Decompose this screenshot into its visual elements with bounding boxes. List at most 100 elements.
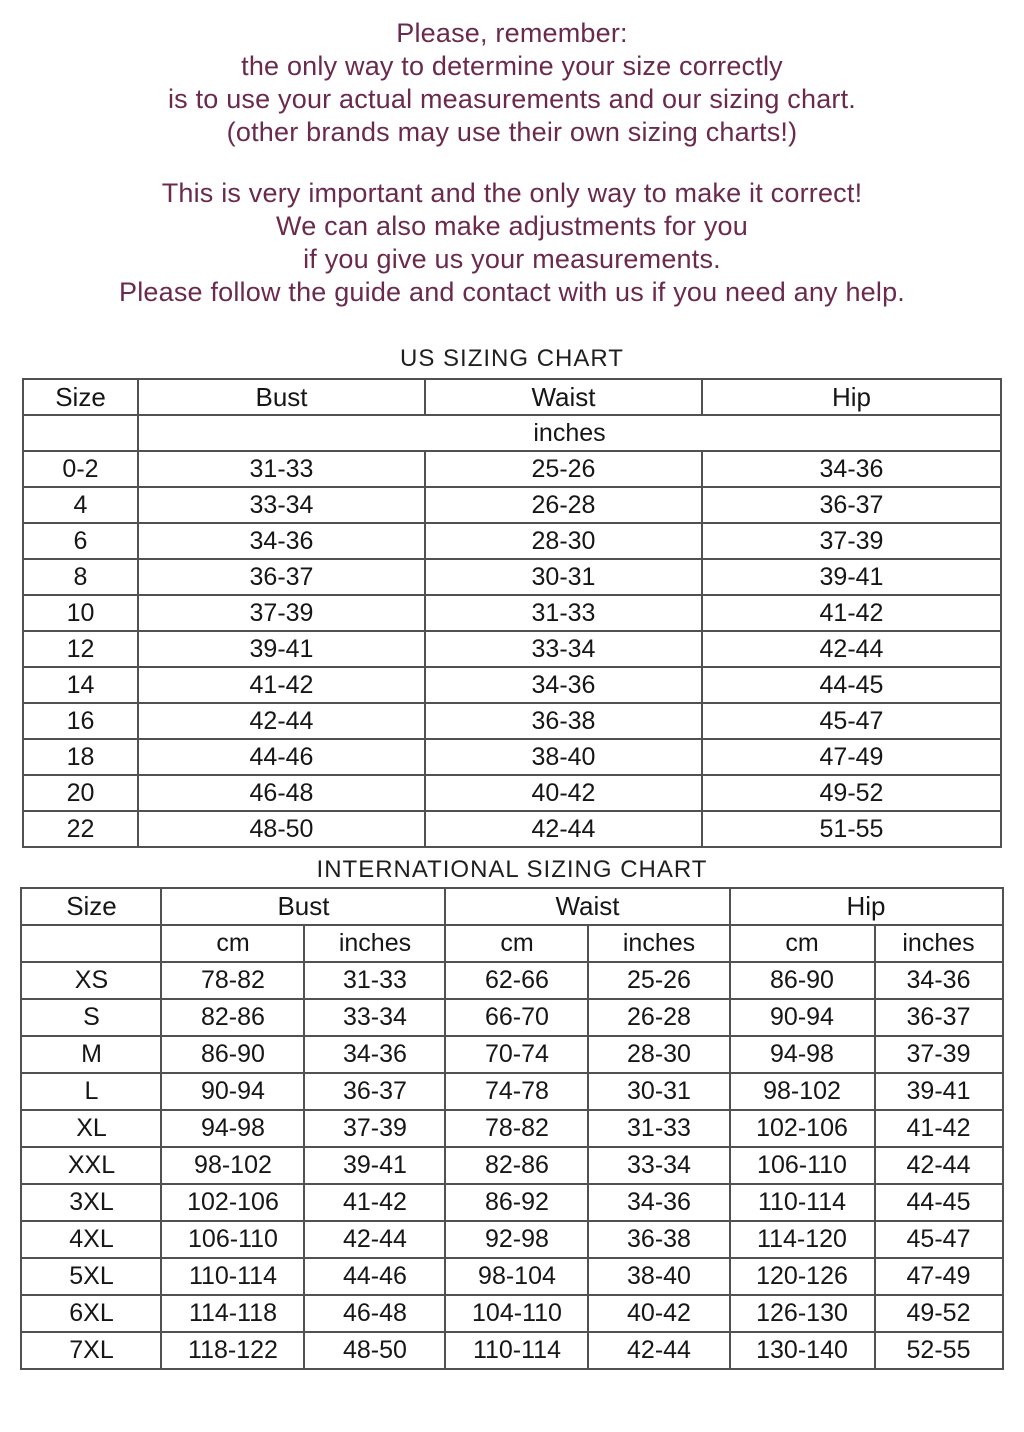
cell-bust: 41-42	[137, 666, 426, 704]
cell-size: S	[20, 998, 163, 1037]
intl-header-row: Size Bust Waist Hip	[20, 887, 1004, 926]
cell-hip_in: 49-52	[873, 1294, 1004, 1333]
intl-col-header-hip: Hip	[728, 887, 1004, 926]
us-col-header-bust: Bust	[137, 378, 426, 416]
cell-hip_in: 52-55	[873, 1331, 1004, 1370]
us-col-header-hip: Hip	[701, 378, 1002, 416]
cell-bust: 39-41	[137, 630, 426, 668]
cell-waist_in: 28-30	[587, 1035, 731, 1074]
cell-bust_in: 44-46	[303, 1257, 447, 1296]
us-unit-label: inches	[137, 414, 1002, 452]
cell-waist_in: 26-28	[587, 998, 731, 1037]
cell-waist_cm: 82-86	[444, 1146, 590, 1185]
cell-hip: 41-42	[701, 594, 1002, 632]
cell-size: 7XL	[20, 1331, 163, 1370]
cell-size: 12	[22, 630, 139, 668]
us-chart-title: US SIZING CHART	[400, 345, 624, 372]
cell-bust: 46-48	[137, 774, 426, 812]
us-col-header-size: Size	[22, 378, 139, 416]
cell-waist: 40-42	[424, 774, 703, 812]
cell-size: 22	[22, 810, 139, 848]
table-row: 3XL 102-106 41-42 86-92 34-36 110-114 44-45	[20, 1183, 1004, 1222]
table-row: L 90-94 36-37 74-78 30-31 98-102 39-41	[20, 1072, 1004, 1111]
cell-bust_in: 37-39	[303, 1109, 447, 1148]
intl-col-header-bust: Bust	[160, 887, 447, 926]
table-row: XL 94-98 37-39 78-82 31-33 102-106 41-42	[20, 1109, 1004, 1148]
table-row: 6 34-36 28-30 37-39	[22, 522, 1002, 560]
intl-unit-empty-cell	[20, 924, 163, 963]
table-row: 14 41-42 34-36 44-45	[22, 666, 1002, 704]
cell-size: M	[20, 1035, 163, 1074]
cell-size: 4XL	[20, 1220, 163, 1259]
cell-bust_cm: 106-110	[160, 1220, 306, 1259]
cell-size: L	[20, 1072, 163, 1111]
cell-hip_cm: 90-94	[728, 998, 876, 1037]
cell-hip_cm: 86-90	[728, 961, 876, 1000]
cell-waist: 33-34	[424, 630, 703, 668]
cell-size: 5XL	[20, 1257, 163, 1296]
intro-line: (other brands may use their own sizing c…	[226, 117, 798, 147]
cell-hip_cm: 94-98	[728, 1035, 876, 1074]
cell-hip_in: 47-49	[873, 1257, 1004, 1296]
cell-hip_in: 34-36	[873, 961, 1004, 1000]
cell-waist_cm: 110-114	[444, 1331, 590, 1370]
cell-bust_cm: 98-102	[160, 1146, 306, 1185]
cell-hip: 47-49	[701, 738, 1002, 776]
cell-bust_cm: 110-114	[160, 1257, 306, 1296]
intro-line: is to use your actual measurements and o…	[167, 84, 857, 114]
cell-size: XS	[20, 961, 163, 1000]
cell-size: 10	[22, 594, 139, 632]
cell-size: 4	[22, 486, 139, 524]
cell-bust_cm: 78-82	[160, 961, 306, 1000]
cell-bust_cm: 86-90	[160, 1035, 306, 1074]
cell-hip_in: 44-45	[873, 1183, 1004, 1222]
table-row: 12 39-41 33-34 42-44	[22, 630, 1002, 668]
cell-bust: 37-39	[137, 594, 426, 632]
cell-hip_in: 37-39	[873, 1035, 1004, 1074]
cell-bust_in: 48-50	[303, 1331, 447, 1370]
cell-hip_cm: 106-110	[728, 1146, 876, 1185]
cell-waist_in: 42-44	[587, 1331, 731, 1370]
cell-bust_cm: 94-98	[160, 1109, 306, 1148]
table-row: 5XL 110-114 44-46 98-104 38-40 120-126 47-49	[20, 1257, 1004, 1296]
cell-waist_cm: 92-98	[444, 1220, 590, 1259]
cell-hip: 42-44	[701, 630, 1002, 668]
us-unit-empty-cell	[22, 414, 139, 452]
cell-waist_cm: 78-82	[444, 1109, 590, 1148]
table-row: 16 42-44 36-38 45-47	[22, 702, 1002, 740]
cell-hip: 39-41	[701, 558, 1002, 596]
intro-line: This is very important and the only way …	[161, 178, 863, 208]
cell-hip_in: 36-37	[873, 998, 1004, 1037]
cell-waist_in: 33-34	[587, 1146, 731, 1185]
cell-bust_in: 42-44	[303, 1220, 447, 1259]
us-header-row: Size Bust Waist Hip	[22, 378, 1002, 416]
table-row: 20 46-48 40-42 49-52	[22, 774, 1002, 812]
cell-size: 6	[22, 522, 139, 560]
cell-waist: 36-38	[424, 702, 703, 740]
cell-waist_in: 34-36	[587, 1183, 731, 1222]
cell-size: 14	[22, 666, 139, 704]
cell-bust_cm: 118-122	[160, 1331, 306, 1370]
cell-waist_in: 38-40	[587, 1257, 731, 1296]
intl-chart-title: INTERNATIONAL SIZING CHART	[316, 856, 708, 883]
cell-waist: 38-40	[424, 738, 703, 776]
cell-waist_in: 30-31	[587, 1072, 731, 1111]
cell-size: 8	[22, 558, 139, 596]
cell-waist_cm: 70-74	[444, 1035, 590, 1074]
cell-bust: 48-50	[137, 810, 426, 848]
table-row: 4XL 106-110 42-44 92-98 36-38 114-120 45-47	[20, 1220, 1004, 1259]
table-row: 7XL 118-122 48-50 110-114 42-44 130-140 52-55	[20, 1331, 1004, 1370]
us-unit-row: inches	[22, 414, 1002, 452]
cell-bust: 44-46	[137, 738, 426, 776]
cell-bust_in: 41-42	[303, 1183, 447, 1222]
cell-hip_cm: 130-140	[728, 1331, 876, 1370]
cell-hip: 45-47	[701, 702, 1002, 740]
cell-waist_in: 40-42	[587, 1294, 731, 1333]
cell-waist: 28-30	[424, 522, 703, 560]
table-row: 22 48-50 42-44 51-55	[22, 810, 1002, 848]
cell-hip: 34-36	[701, 450, 1002, 488]
cell-size: 6XL	[20, 1294, 163, 1333]
cell-waist_cm: 98-104	[444, 1257, 590, 1296]
us-sizing-table: Size Bust Waist Hip inches 0-2 31-33 25-26…	[22, 378, 1002, 848]
cell-size: XL	[20, 1109, 163, 1148]
